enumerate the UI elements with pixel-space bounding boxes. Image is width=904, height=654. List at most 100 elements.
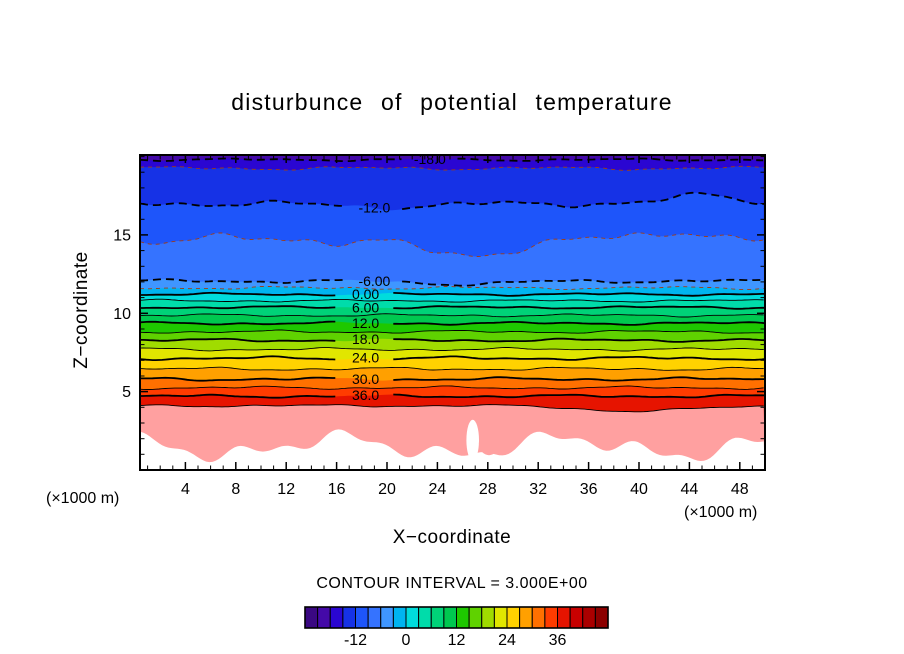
x-tick-label: 24	[429, 481, 447, 498]
colorbar-cell	[342, 606, 357, 629]
y-tick-label: 5	[122, 384, 131, 401]
contour-line-18	[393, 337, 765, 343]
colorbar: -12 0 12 24 36	[304, 606, 609, 649]
colorbar-cell	[443, 606, 458, 629]
contour-line-36	[393, 393, 765, 399]
contour-line-18	[140, 337, 336, 343]
contour-line--3	[140, 286, 764, 291]
surface-white-region	[140, 429, 765, 470]
colorbar-cell	[544, 606, 559, 629]
colorbar-cell	[380, 606, 394, 629]
colorbar-cell	[582, 606, 596, 629]
colorbar-cell	[317, 606, 331, 629]
x-tick-label: 12	[277, 481, 295, 498]
contour-line-39	[140, 404, 764, 413]
x-axis-label: X−coordinate	[392, 527, 512, 548]
contour-line-30	[393, 376, 765, 382]
colorbar-cell	[405, 606, 420, 629]
contour-line-33	[140, 385, 764, 390]
colorbar-border	[304, 606, 609, 629]
colorbar-cell	[304, 606, 319, 629]
contour-line-15	[140, 329, 764, 334]
contour-label: -12.0	[358, 200, 390, 216]
plot-frame	[139, 154, 766, 471]
x-tick-label: 16	[328, 481, 346, 498]
colorbar-tick-label: 0	[402, 632, 411, 649]
colorbar-cell	[557, 606, 571, 629]
contour-label: 0.00	[352, 286, 379, 302]
x-tick-label: 40	[630, 481, 648, 498]
filled-contour-bands	[140, 155, 765, 470]
x-tick-label: 36	[580, 481, 598, 498]
contour-label: 30.0	[352, 371, 379, 387]
contour-line-0	[393, 292, 765, 297]
contour-line-36	[140, 393, 336, 399]
contour-label: 6.00	[352, 300, 379, 316]
contour-line-21	[140, 347, 764, 352]
colorbar-cell	[569, 606, 584, 629]
contour-line--12	[401, 191, 765, 210]
contour-line-9	[140, 313, 764, 318]
contour-line-6	[393, 305, 765, 310]
colorbar-cell	[392, 606, 407, 629]
colorbar-cell	[430, 606, 445, 629]
contour-line--6	[140, 278, 345, 284]
colorbar-cell	[456, 606, 470, 629]
contour-line--18	[140, 157, 402, 163]
colorbar-cell	[418, 606, 432, 629]
y-tick-label: 15	[113, 227, 131, 244]
pink-blob	[478, 431, 500, 456]
colorbar-cell	[367, 606, 382, 629]
contour-line--12	[140, 199, 345, 207]
contour-label: 18.0	[352, 331, 379, 347]
colorbar-cell	[468, 606, 483, 629]
colorbar-cell	[493, 606, 508, 629]
x-tick-label: 48	[731, 481, 749, 498]
contour-interval-note: CONTOUR INTERVAL = 3.000E+00	[316, 575, 588, 592]
x-tick-label: 28	[479, 481, 497, 498]
contour-line--9	[140, 232, 764, 257]
colorbar-tick-label: 12	[448, 632, 466, 649]
x-axis-unit: (×1000 m)	[684, 504, 758, 521]
contour-line-12	[393, 321, 765, 326]
colorbar-cell	[531, 606, 546, 629]
contour-line-12	[140, 320, 336, 326]
contour-label: 36.0	[352, 387, 379, 403]
colorbar-tick-label: -12	[344, 632, 367, 649]
x-tick-label: 8	[231, 481, 240, 498]
contour-line-6	[140, 305, 336, 310]
colorbar-cell	[594, 606, 609, 629]
contour-line-0	[140, 291, 336, 297]
contour-label: -6.00	[358, 273, 390, 289]
colorbar-tick-label: 36	[549, 632, 567, 649]
contour-label: -18.0	[414, 151, 446, 167]
contour-line-24	[140, 355, 336, 361]
colorbar-cell	[506, 606, 521, 629]
colorbar-cell	[355, 606, 369, 629]
chart-title: disturbunce of potential temperature	[231, 89, 673, 115]
x-tick-label: 32	[529, 481, 547, 498]
colorbar-cell	[519, 606, 533, 629]
contour-line--15	[140, 165, 764, 171]
contour-line-27	[140, 366, 764, 371]
contour-label: 24.0	[352, 350, 379, 366]
x-tick-label: 20	[378, 481, 396, 498]
contour-label: 12.0	[352, 315, 379, 331]
y-axis-unit: (×1000 m)	[46, 490, 120, 507]
contour-line--18	[457, 157, 764, 162]
x-tick-label: 4	[181, 481, 190, 498]
contour-line-30	[140, 376, 336, 382]
contour-line--6	[402, 278, 765, 287]
contour-line-3	[140, 298, 764, 303]
y-tick-label: 10	[113, 306, 131, 323]
white-blob	[466, 419, 480, 461]
colorbar-cell	[481, 606, 495, 629]
contour-lines	[140, 157, 765, 413]
contour-line-24	[393, 355, 765, 361]
x-tick-label: 44	[681, 481, 699, 498]
colorbar-tick-label: 24	[498, 632, 516, 649]
